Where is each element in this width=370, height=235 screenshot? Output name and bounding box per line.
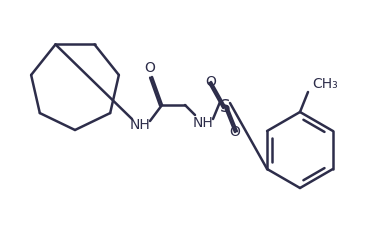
Text: NH: NH xyxy=(193,116,213,130)
Text: S: S xyxy=(220,98,230,116)
Text: O: O xyxy=(145,61,155,75)
Text: O: O xyxy=(206,75,216,89)
Text: NH: NH xyxy=(130,118,150,132)
Text: CH₃: CH₃ xyxy=(312,77,338,91)
Text: O: O xyxy=(229,125,241,139)
